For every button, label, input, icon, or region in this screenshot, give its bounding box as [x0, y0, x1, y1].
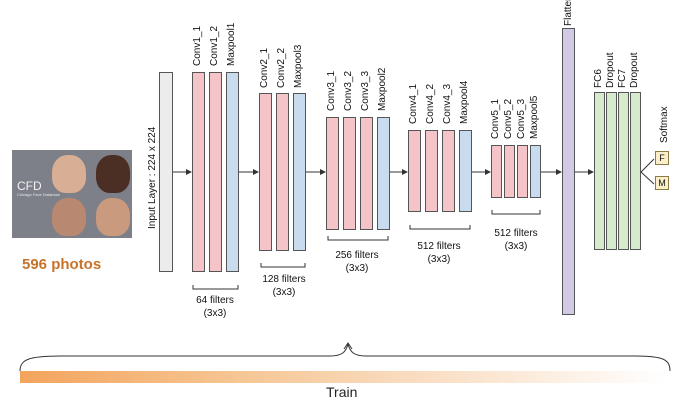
block3-filters: 256 filters (3x3) [327, 249, 387, 275]
conv5-2-bar [504, 145, 515, 198]
fc7-bar [618, 92, 629, 250]
maxpool1-bar [226, 72, 239, 272]
conv5-1-bar [491, 145, 502, 198]
dropout2-bar [630, 92, 641, 250]
face-1 [52, 155, 86, 193]
conv1-2-bar [209, 72, 222, 272]
maxpool3-bar [293, 93, 306, 251]
maxpool2-bar [377, 117, 390, 230]
face-3 [52, 198, 86, 236]
conv2-2-bar [276, 93, 289, 251]
fc6-bar [594, 92, 605, 250]
block2-kernel: (3x3) [272, 287, 296, 298]
block5-filters: 512 filters (3x3) [486, 227, 546, 253]
output-f-box: F [655, 151, 669, 165]
input-layer-bar [159, 72, 173, 272]
flatten-bar [562, 28, 575, 315]
block1-filters: 64 filters (3x3) [185, 294, 245, 320]
face-2 [96, 155, 130, 193]
conv5-3-bar [517, 145, 528, 198]
block4-filters: 512 filters (3x3) [409, 240, 469, 266]
block3-filter-count: 256 filters [335, 250, 379, 261]
dataset-subtitle: Chicago Face Database [17, 192, 60, 197]
block5-kernel: (3x3) [504, 241, 528, 252]
face-4 [96, 198, 130, 236]
conv1-1-bar [192, 72, 205, 272]
block2-filter-count: 128 filters [262, 274, 306, 285]
block4-kernel: (3x3) [427, 254, 451, 265]
dataset-photo: CFD Chicago Face Database [12, 150, 132, 238]
block1-filter-count: 64 filters [196, 295, 234, 306]
train-curly-tip [343, 342, 353, 350]
block2-filters: 128 filters (3x3) [254, 273, 314, 299]
photos-count: 596 photos [22, 256, 102, 273]
conv4-3-bar [442, 130, 455, 212]
block4-filter-count: 512 filters [417, 241, 461, 252]
arrow-dense-to-softmax [640, 158, 655, 185]
block3-kernel: (3x3) [345, 263, 369, 274]
dropout1-bar [606, 92, 617, 250]
conv3-2-bar [343, 117, 356, 230]
train-label: Train [326, 384, 358, 400]
block5-filter-count: 512 filters [494, 228, 538, 239]
bracket-block4 [409, 225, 471, 230]
conv3-1-bar [326, 117, 339, 230]
bracket-block1 [192, 285, 239, 290]
bracket-block2 [260, 263, 306, 268]
maxpool4-bar [459, 130, 472, 212]
dataset-title: CFD [17, 179, 42, 193]
conv4-1-bar [408, 130, 421, 212]
bracket-block5 [491, 210, 541, 215]
train-curly-bracket [19, 343, 671, 372]
conv3-3-bar [360, 117, 373, 230]
output-m-box: M [655, 176, 669, 190]
block1-kernel: (3x3) [203, 308, 227, 319]
bracket-block3 [327, 236, 389, 241]
conv4-2-bar [425, 130, 438, 212]
maxpool5-bar [530, 145, 541, 198]
train-gradient-bar [20, 371, 666, 383]
conv2-1-bar [259, 93, 272, 251]
